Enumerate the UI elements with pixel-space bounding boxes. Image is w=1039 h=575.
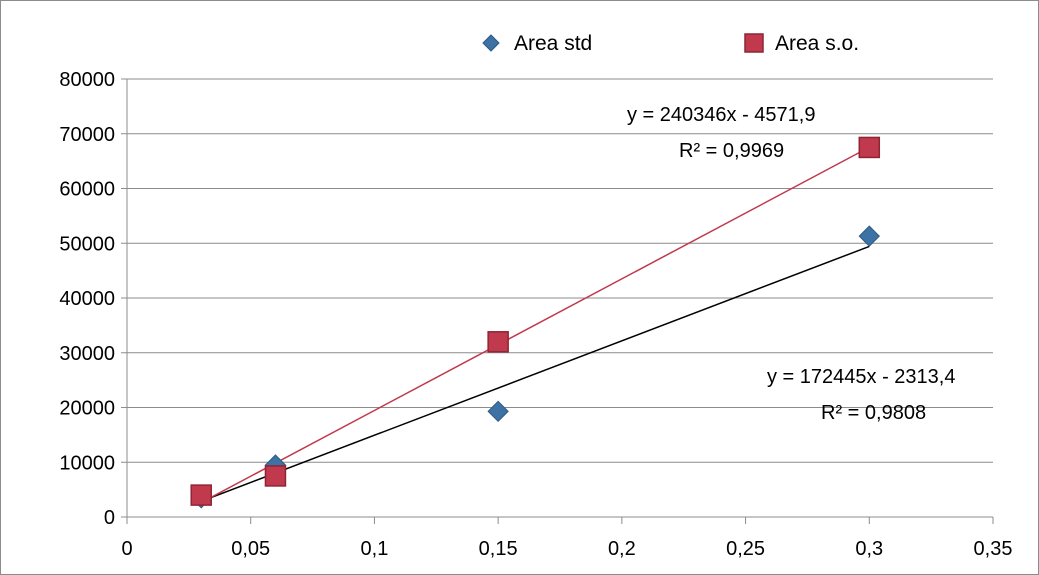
y-tick-label: 20000	[59, 398, 115, 420]
y-tick-label: 70000	[59, 124, 115, 146]
y-tick-label: 10000	[59, 452, 115, 474]
trendline-2	[200, 146, 870, 504]
grid-lines	[127, 78, 993, 463]
x-tick-label: 0,25	[726, 538, 765, 560]
y-tick-label: 60000	[59, 179, 115, 201]
legend: Area std Area s.o.	[482, 32, 859, 55]
data-point-square	[190, 484, 212, 506]
legend-label-1: Area std	[514, 32, 592, 55]
y-tick-label: 0	[104, 507, 115, 529]
data-point-diamond	[487, 400, 509, 423]
axes: 0 10000 20000 30000 40000 50000 60000 70000 8000…	[59, 69, 1012, 560]
x-tick-label: 0	[121, 538, 132, 560]
y-tick-label: 50000	[59, 233, 115, 255]
data-point-diamond	[858, 225, 880, 247]
data-point-square	[858, 136, 881, 159]
legend-label-2: Area s.o.	[775, 32, 859, 55]
equation-label-2: y = 240346x - 4571,9	[627, 104, 815, 126]
y-tick-label: 80000	[59, 69, 115, 91]
trendline-labels: y = 240346x - 4571,9 R² = 0,9969 y = 17244…	[627, 104, 955, 424]
legend-marker-square	[744, 33, 764, 53]
x-tick-label: 0,3	[855, 538, 883, 560]
data-point-square	[487, 331, 509, 353]
x-tick-label: 0,2	[608, 538, 636, 560]
y-tick-label: 40000	[59, 288, 115, 310]
x-tick-label: 0,05	[231, 538, 270, 560]
legend-marker-diamond	[482, 34, 500, 52]
data-points	[190, 136, 881, 509]
r2-label-2: R² = 0,9969	[679, 140, 784, 162]
trendlines	[200, 146, 870, 504]
x-tick-label: 0,35	[974, 538, 1013, 560]
equation-label-1: y = 172445x - 2313,4	[767, 366, 955, 388]
data-point-square	[264, 465, 287, 487]
y-tick-label: 30000	[59, 343, 115, 365]
trendline-1	[200, 245, 870, 503]
x-tick-label: 0,15	[479, 538, 518, 560]
r2-label-1: R² = 0,9808	[821, 402, 926, 424]
x-tick-label: 0,1	[361, 538, 389, 560]
